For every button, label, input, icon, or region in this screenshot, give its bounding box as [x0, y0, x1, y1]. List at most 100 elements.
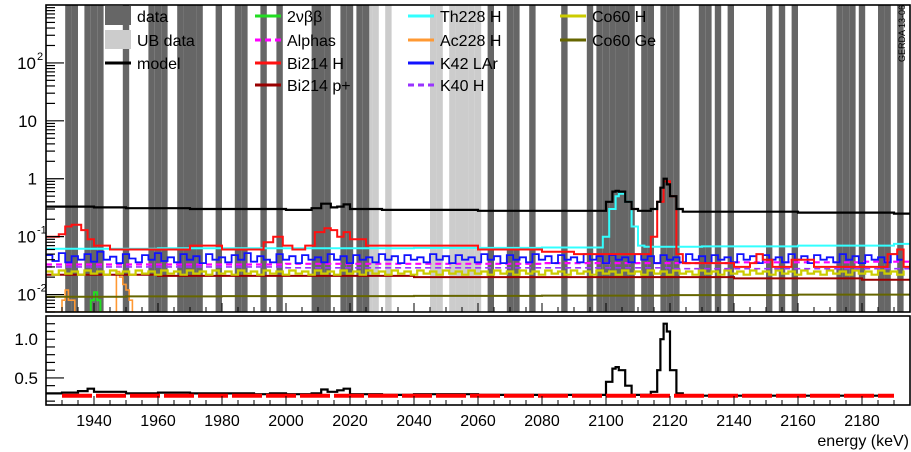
- data-bar: [714, 5, 722, 312]
- watermark-label: GERDA 13-06: [897, 5, 907, 62]
- data-bar: [234, 5, 242, 312]
- ub-data-bar: [455, 5, 462, 312]
- x-tick-label: 2140: [716, 413, 752, 430]
- legend-swatch: [105, 30, 131, 49]
- y-tick-exponent: -1: [37, 225, 47, 237]
- data-bar: [318, 5, 325, 312]
- legend-item: 2νββ: [255, 9, 322, 26]
- data-bar: [340, 5, 347, 312]
- y-tick-label: 10: [17, 286, 36, 305]
- legend-label: 2νββ: [287, 9, 322, 26]
- data-bar: [97, 5, 104, 312]
- ub-data-bar: [462, 5, 469, 312]
- data-bar: [276, 5, 283, 312]
- ub-data-bar: [385, 5, 392, 312]
- x-tick-label: 2080: [524, 413, 560, 430]
- data-bars: [65, 5, 904, 312]
- x-tick-label: 2100: [588, 413, 624, 430]
- data-bar: [84, 5, 91, 312]
- data-bar: [161, 5, 168, 312]
- data-bar: [241, 5, 248, 312]
- x-axis-label: energy (keV): [817, 433, 909, 450]
- legend-label: Co60 Ge: [592, 33, 656, 50]
- data-bar: [647, 5, 654, 312]
- series-ac228-h: [46, 270, 134, 312]
- data-bar: [506, 5, 514, 312]
- data-bar: [878, 5, 885, 312]
- data-bar: [884, 5, 891, 312]
- residual-curves: [46, 322, 894, 398]
- data-bar: [858, 5, 866, 312]
- data-bar: [356, 5, 363, 312]
- legend-label: UB data: [137, 33, 195, 50]
- series-co60-h: [46, 269, 905, 276]
- series-k40-h: [46, 266, 910, 270]
- data-bar: [666, 5, 674, 312]
- series-th228-h: [46, 192, 910, 250]
- legend-item: Ac228 H: [408, 33, 501, 50]
- legend-item: K40 H: [408, 78, 484, 95]
- series-2: [87, 291, 102, 312]
- data-bar: [71, 5, 78, 312]
- data-bar: [897, 5, 904, 312]
- data-bar: [346, 5, 354, 312]
- data-bar: [65, 5, 72, 312]
- ub-data-bar: [449, 5, 456, 312]
- y-tick-label: 10: [18, 112, 37, 131]
- data-bar: [849, 5, 856, 312]
- legend-item: Th228 H: [408, 9, 501, 26]
- x-tick-label: 2120: [652, 413, 688, 430]
- legend-label: data: [137, 9, 168, 26]
- legend-label: Bi214 H: [287, 56, 344, 73]
- data-bar: [529, 5, 536, 312]
- residual-panel: 0.5 1.0 1940 1960 1980 2000 2020 2040 2060 2080 2…: [14, 315, 911, 430]
- data-bar: [561, 5, 568, 312]
- data-bar: [177, 5, 184, 312]
- legend-item: Co60 Ge: [560, 33, 656, 50]
- data-bar: [791, 5, 798, 312]
- data-bar: [705, 5, 712, 312]
- data-bar: [90, 5, 98, 312]
- lower-x-axis: 1940 1960 1980 2000 2020 2040 2060 2080 2100 2120…: [61, 396, 895, 430]
- data-bar: [836, 5, 843, 312]
- legend-label: K42 LAr: [440, 56, 498, 73]
- data-bar: [842, 5, 850, 312]
- data-bar: [122, 5, 130, 312]
- legend-label: K40 H: [440, 78, 484, 95]
- legend-item: model: [105, 56, 181, 73]
- legend-item: data: [105, 6, 168, 26]
- x-tick-label: 2000: [268, 413, 304, 430]
- ub-data-bar: [474, 5, 482, 312]
- data-bar: [324, 5, 331, 312]
- data-bar: [602, 5, 610, 312]
- legend-label: Alphas: [287, 33, 336, 50]
- x-tick-label: 2180: [844, 413, 880, 430]
- series-bi214-p: [46, 273, 910, 281]
- series-bi214-h: [46, 180, 910, 268]
- y-tick-label: 1.0: [14, 330, 38, 349]
- upper-x-ticks: [61, 303, 895, 312]
- data-bar: [628, 5, 635, 312]
- data-bar: [596, 5, 603, 312]
- data-bar: [622, 5, 629, 312]
- ub-data-bar: [468, 5, 475, 312]
- y-tick-label: 10: [17, 228, 36, 247]
- legend-item: K42 LAr: [408, 56, 498, 73]
- series-co60-ge: [46, 293, 910, 298]
- ub-data-bar: [366, 5, 373, 312]
- x-tick-label: 1980: [204, 413, 240, 430]
- data-bar: [148, 5, 155, 312]
- data-bar: [727, 5, 734, 312]
- data-bar: [487, 5, 494, 312]
- series-model: [46, 177, 910, 215]
- legend-label: Co60 H: [592, 9, 646, 26]
- data-bar: [615, 5, 622, 312]
- data-bar: [586, 5, 594, 312]
- legend-item: Alphas: [255, 33, 336, 50]
- ub-data-bar: [372, 5, 379, 312]
- data-bar: [513, 5, 520, 312]
- data-bar: [778, 5, 786, 312]
- data-bar: [215, 5, 222, 312]
- legend-item: Co60 H: [560, 9, 646, 26]
- data-bar: [766, 5, 773, 312]
